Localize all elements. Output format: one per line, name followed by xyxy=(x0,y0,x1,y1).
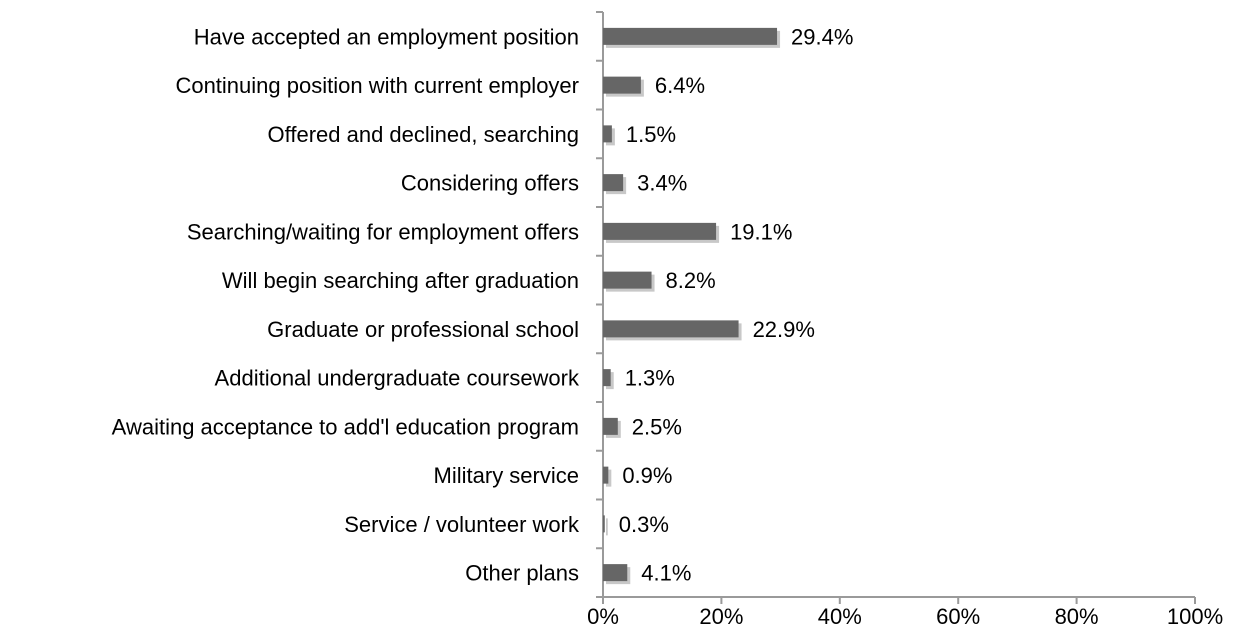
bar xyxy=(603,564,628,582)
bar xyxy=(603,369,611,387)
category-label: Additional undergraduate coursework xyxy=(215,366,580,391)
bar xyxy=(603,27,778,45)
category-label: Continuing position with current employe… xyxy=(175,73,579,98)
data-label: 6.4% xyxy=(655,73,705,98)
category-label: Offered and declined, searching xyxy=(268,122,579,147)
x-tick-label: 0% xyxy=(587,604,619,628)
data-label: 0.3% xyxy=(619,512,669,537)
bar xyxy=(603,222,717,240)
bar xyxy=(603,271,652,289)
x-tick-label: 100% xyxy=(1167,604,1223,628)
bar xyxy=(603,417,618,435)
value-labels: 29.4% 6.4% 1.5% 3.4% 19.1% 8.2% 22.9% 1.3% 2.5% 0… xyxy=(619,24,854,585)
x-tick-label: 80% xyxy=(1055,604,1099,628)
bars xyxy=(603,27,781,585)
data-label: 19.1% xyxy=(730,219,792,244)
bar xyxy=(603,466,609,484)
bar-shadow xyxy=(606,518,608,536)
data-label: 0.9% xyxy=(622,463,672,488)
category-label: Military service xyxy=(434,463,579,488)
category-label: Other plans xyxy=(465,561,579,586)
category-label: Service / volunteer work xyxy=(344,512,580,537)
bar-shadow xyxy=(606,469,612,487)
data-label: 29.4% xyxy=(791,24,853,49)
bar xyxy=(603,320,739,338)
x-tick-label: 20% xyxy=(699,604,743,628)
x-axis: 0% 20% 40% 60% 80% 100% xyxy=(587,596,1223,628)
category-label: Considering offers xyxy=(401,171,579,196)
data-label: 4.1% xyxy=(641,561,691,586)
data-label: 2.5% xyxy=(632,414,682,439)
y-axis xyxy=(596,11,604,598)
data-label: 22.9% xyxy=(753,317,815,342)
category-label: Have accepted an employment position xyxy=(194,24,579,49)
category-label: Graduate or professional school xyxy=(267,317,579,342)
bar xyxy=(603,174,624,192)
data-label: 1.5% xyxy=(626,122,676,147)
category-label: Awaiting acceptance to add'l education p… xyxy=(112,414,579,439)
bar xyxy=(603,515,605,533)
bar xyxy=(603,125,612,143)
x-tick-label: 40% xyxy=(818,604,862,628)
x-tick-label: 60% xyxy=(936,604,980,628)
bar xyxy=(603,76,641,94)
data-label: 1.3% xyxy=(625,366,675,391)
data-label: 8.2% xyxy=(666,268,716,293)
category-label: Will begin searching after graduation xyxy=(222,268,579,293)
category-labels: Have accepted an employment position Cont… xyxy=(112,24,580,585)
category-label: Searching/waiting for employment offers xyxy=(187,219,579,244)
data-label: 3.4% xyxy=(637,171,687,196)
